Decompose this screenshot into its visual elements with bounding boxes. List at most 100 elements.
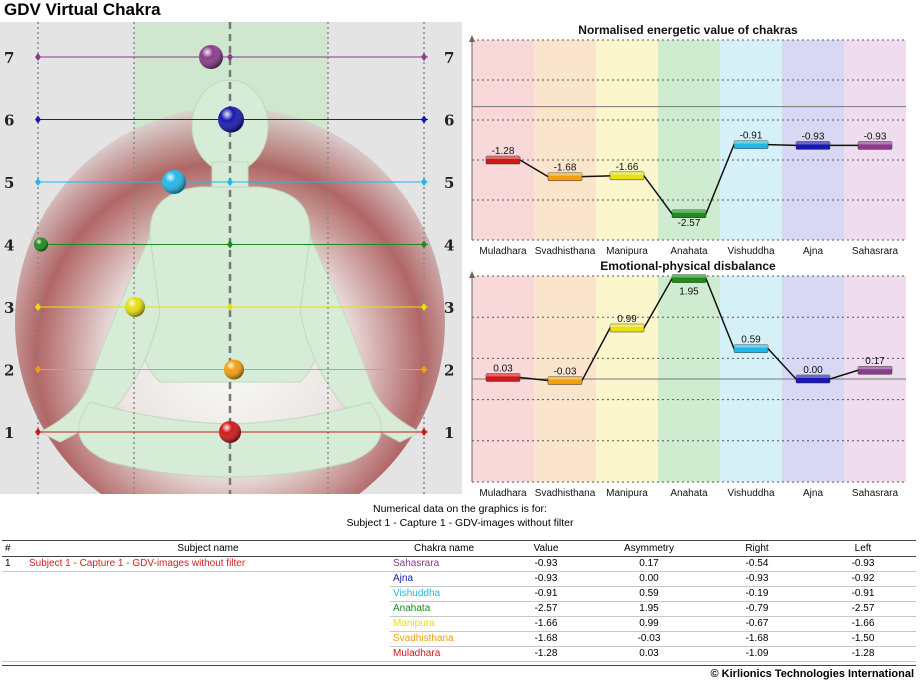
category-label: Anahata <box>670 246 708 257</box>
caption-line-2: Subject 1 - Capture 1 - GDV-images witho… <box>346 517 574 529</box>
level-marker <box>35 428 41 436</box>
data-label: 1.95 <box>679 287 699 298</box>
y-axis-arrow <box>469 35 475 42</box>
category-label: Anahata <box>670 488 708 499</box>
value-cell: -2.57 <box>498 601 594 617</box>
chakra-name: Anahata <box>390 601 498 617</box>
table-row: Ajna -0.93 0.00 -0.93 -0.92 <box>2 571 916 587</box>
chakra-ball-vishuddha <box>162 170 186 194</box>
left-cell: -0.93 <box>810 556 916 572</box>
asymmetry-cell: 0.59 <box>594 586 704 602</box>
level-marker <box>421 428 427 436</box>
category-band <box>534 40 596 240</box>
chakra-ball-svadhisthana <box>224 359 244 380</box>
level-marker <box>421 115 427 124</box>
category-label: Svadhisthana <box>535 246 596 257</box>
bar-highlight <box>486 373 520 377</box>
category-band <box>844 40 906 240</box>
row-number <box>2 572 26 587</box>
chakra-ball-muladhara <box>219 421 241 443</box>
bar-sahasrara <box>857 141 893 150</box>
bar-ajna <box>795 141 831 150</box>
chakra-name: Manipura <box>390 616 498 632</box>
right-cell: -1.09 <box>704 646 810 662</box>
level-marker <box>227 178 233 186</box>
level-label-right: 5 <box>444 174 454 192</box>
value-cell: -0.91 <box>498 586 594 602</box>
bar-svadhisthana <box>547 376 583 385</box>
asymmetry-cell: 0.17 <box>594 556 704 572</box>
bar-highlight <box>734 140 768 144</box>
category-label: Muladhara <box>479 488 527 499</box>
chakra-ball-sahasrara <box>199 45 223 69</box>
level-label-left: 7 <box>4 49 14 67</box>
bar-manipura <box>609 171 645 181</box>
chakra-name: Ajna <box>390 571 498 587</box>
level-marker <box>227 303 233 311</box>
right-cell: -0.54 <box>704 556 810 572</box>
category-label: Vishuddha <box>727 246 775 257</box>
bar-highlight <box>672 274 706 278</box>
bar-highlight <box>548 172 582 176</box>
asymmetry-cell: 0.03 <box>594 646 704 662</box>
chakra-name: Vishuddha <box>390 586 498 602</box>
table-row: Muladhara -1.28 0.03 -1.09 -1.28 <box>2 646 916 662</box>
data-label: -2.57 <box>678 218 701 229</box>
level-label-left: 5 <box>4 174 14 192</box>
bar-highlight <box>610 171 644 175</box>
table-row: Svadhisthana -1.68 -0.03 -1.68 -1.50 <box>2 631 916 647</box>
category-label: Manipura <box>606 246 648 257</box>
subject-name <box>26 632 390 647</box>
data-label: -1.28 <box>492 146 515 157</box>
asymmetry-cell: 1.95 <box>594 601 704 617</box>
data-label: -0.91 <box>740 131 763 142</box>
level-marker <box>421 240 427 249</box>
level-label-right: 4 <box>444 237 454 255</box>
col-header-chakra: Chakra name <box>390 540 498 557</box>
data-label: -1.66 <box>616 162 639 173</box>
level-marker <box>35 53 41 61</box>
chakra-name: Sahasrara <box>390 556 498 572</box>
category-band <box>782 40 844 240</box>
bar-manipura <box>609 323 645 333</box>
table-row: Vishuddha -0.91 0.59 -0.19 -0.91 <box>2 586 916 602</box>
chakra-name: Svadhisthana <box>390 631 498 647</box>
copyright: © Kirlionics Technologies International <box>710 668 914 680</box>
category-band <box>596 40 658 240</box>
subject-name <box>26 587 390 602</box>
bar-highlight <box>734 344 768 348</box>
chakra-data-table: # Subject name Chakra name Value Asymmet… <box>2 540 916 662</box>
category-label: Sahasrara <box>852 488 899 499</box>
row-number <box>2 602 26 617</box>
table-row: 1 Subject 1 - Capture 1 - GDV-images with… <box>2 556 916 572</box>
right-cell: -1.68 <box>704 631 810 647</box>
row-number <box>2 587 26 602</box>
level-marker <box>421 303 427 311</box>
category-band <box>720 40 782 240</box>
level-marker <box>227 240 233 249</box>
left-cell: -0.91 <box>810 586 916 602</box>
vertical-guides <box>37 22 425 494</box>
col-header-left: Left <box>810 540 916 557</box>
data-label: 0.99 <box>617 314 637 325</box>
subject-name <box>26 572 390 587</box>
y-axis-arrow <box>469 271 475 278</box>
data-label: 0.03 <box>493 363 513 374</box>
level-marker <box>227 53 233 61</box>
chart-title: Emotional-physical disbalance <box>600 259 776 273</box>
asymmetry-cell: -0.03 <box>594 631 704 647</box>
energy-chart: Normalised energetic value of chakras -1.… <box>469 23 906 257</box>
data-label: -0.03 <box>554 367 577 378</box>
asymmetry-cell: 0.99 <box>594 616 704 632</box>
category-label: Ajna <box>803 246 823 257</box>
bar-muladhara <box>485 155 521 165</box>
subject-name <box>26 646 390 662</box>
category-label: Manipura <box>606 488 648 499</box>
bar-anahata <box>671 274 707 283</box>
row-number <box>2 617 26 632</box>
bar-highlight <box>858 366 892 370</box>
data-label: 0.00 <box>803 365 823 376</box>
category-label: Muladhara <box>479 246 527 257</box>
chakra-ball-manipura <box>125 297 145 317</box>
footer-divider <box>2 665 916 666</box>
